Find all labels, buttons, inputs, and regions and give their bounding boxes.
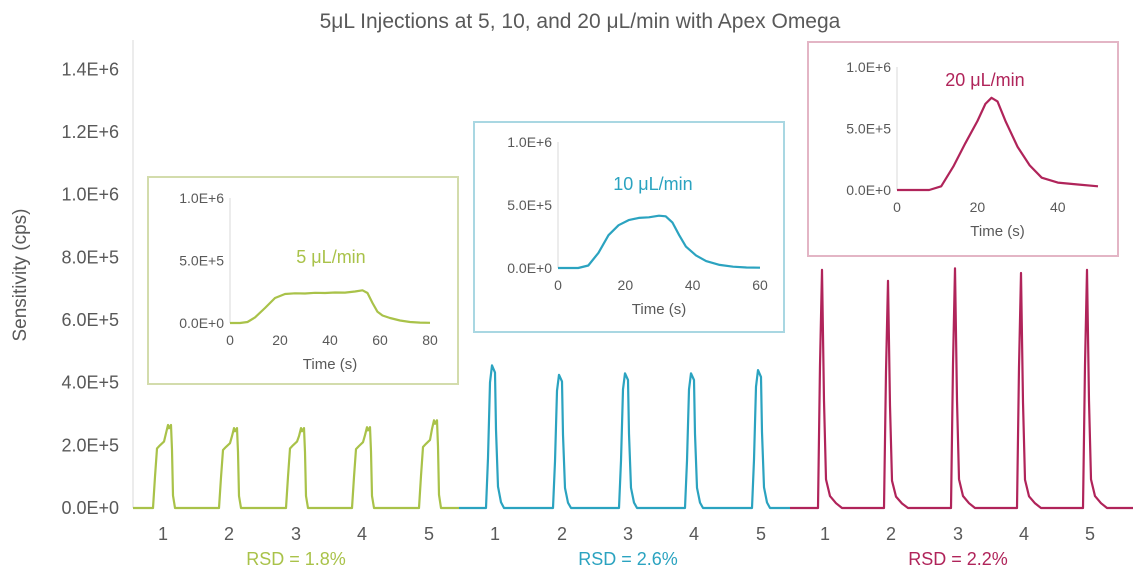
injection-tick-label: 2 <box>224 524 234 544</box>
inset-flow-rate-label: 5 μL/min <box>296 247 365 267</box>
insets: 0.0E+0 5.0E+5 1.0E+6 0 20 40 60 80 Time (s) 5 μL/… <box>147 41 1119 385</box>
injection-tick-label: 2 <box>557 524 567 544</box>
injection-tick-label: 4 <box>1019 524 1029 544</box>
y-tick-label: 1.0E+6 <box>61 185 119 205</box>
inset-chart-2: 0.0E+0 5.0E+5 1.0E+6 0 20 40 60 Time (s) 10 μL/m… <box>473 121 785 333</box>
series-line-3 <box>790 267 1133 510</box>
inset-y-tick-label: 1.0E+6 <box>507 134 552 150</box>
injection-tick-label: 3 <box>291 524 301 544</box>
y-tick-label: 4.0E+5 <box>61 373 119 393</box>
inset-y-tick-label: 0.0E+0 <box>179 315 224 331</box>
inset-chart-1: 0.0E+0 5.0E+5 1.0E+6 0 20 40 60 80 Time (s) 5 μL/… <box>147 176 459 385</box>
inset-y-tick-label: 0.0E+0 <box>507 260 552 276</box>
series-line-1 <box>133 419 459 510</box>
inset-x-tick-label: 60 <box>752 277 768 293</box>
injection-tick-label: 2 <box>886 524 896 544</box>
rsd-label: RSD = 2.2% <box>908 549 1008 569</box>
inset-x-axis-label: Time (s) <box>970 223 1024 240</box>
inset-series-line <box>558 214 761 270</box>
main-axes: 0.0E+0 2.0E+5 4.0E+5 6.0E+5 8.0E+5 1.0E+6 1.2E… <box>61 40 134 518</box>
injection-tick-label: 4 <box>689 524 699 544</box>
y-axis-label: Sensitivity (cps) <box>10 208 31 341</box>
inset-y-tick-label: 1.0E+6 <box>179 190 224 206</box>
injection-tick-label: 1 <box>158 524 168 544</box>
inset-x-tick-label: 0 <box>893 199 901 215</box>
inset-x-tick-label: 20 <box>272 332 288 348</box>
inset-x-tick-label: 40 <box>685 277 701 293</box>
inset-x-tick-label: 80 <box>422 332 438 348</box>
inset-frame <box>147 176 459 385</box>
injection-tick-label: 1 <box>820 524 830 544</box>
y-tick-label: 0.0E+0 <box>61 498 119 518</box>
inset-y-tick-label: 5.0E+5 <box>179 253 224 269</box>
inset-flow-rate-label: 10 μL/min <box>613 174 692 194</box>
inset-x-tick-label: 0 <box>554 277 562 293</box>
injection-tick-label: 5 <box>424 524 434 544</box>
rsd-label: RSD = 2.6% <box>578 549 678 569</box>
inset-frame <box>473 121 785 333</box>
inset-x-tick-label: 0 <box>226 332 234 348</box>
y-tick-label: 2.0E+5 <box>61 435 119 455</box>
injection-tick-label: 4 <box>357 524 367 544</box>
injection-labels: 1 2 3 4 5 RSD = 1.8% 1 2 3 4 5 RSD = 2.6% 1 2 3 4 5 RSD =… <box>158 524 1095 569</box>
inset-x-tick-label: 20 <box>618 277 634 293</box>
inset-x-tick-label: 60 <box>372 332 388 348</box>
inset-series-line <box>897 96 1099 192</box>
y-tick-label: 6.0E+5 <box>61 310 119 330</box>
inset-flow-rate-label: 20 μL/min <box>945 70 1024 90</box>
inset-x-tick-label: 40 <box>1050 199 1066 215</box>
y-tick-label: 1.4E+6 <box>61 59 119 79</box>
inset-y-tick-label: 0.0E+0 <box>846 182 891 198</box>
inset-x-axis-label: Time (s) <box>632 301 686 318</box>
injection-tick-label: 5 <box>1085 524 1095 544</box>
inset-x-tick-label: 20 <box>970 199 986 215</box>
injection-tick-label: 5 <box>756 524 766 544</box>
series-line-2 <box>459 364 790 510</box>
y-tick-label: 1.2E+6 <box>61 122 119 142</box>
injection-tick-label: 3 <box>623 524 633 544</box>
main-series <box>133 267 1133 510</box>
inset-y-tick-label: 1.0E+6 <box>846 59 891 75</box>
inset-x-axis-label: Time (s) <box>303 356 357 373</box>
y-tick-label: 8.0E+5 <box>61 247 119 267</box>
injection-tick-label: 1 <box>490 524 500 544</box>
inset-y-tick-label: 5.0E+5 <box>507 197 552 213</box>
rsd-label: RSD = 1.8% <box>246 549 346 569</box>
chart-title: 5μL Injections at 5, 10, and 20 μL/min w… <box>320 10 841 33</box>
inset-x-tick-label: 40 <box>322 332 338 348</box>
injection-tick-label: 3 <box>953 524 963 544</box>
inset-y-tick-label: 5.0E+5 <box>846 121 891 137</box>
inset-series-line <box>230 289 431 325</box>
inset-chart-3: 0.0E+0 5.0E+5 1.0E+6 0 20 40 Time (s) 20 μL/min <box>807 41 1119 257</box>
